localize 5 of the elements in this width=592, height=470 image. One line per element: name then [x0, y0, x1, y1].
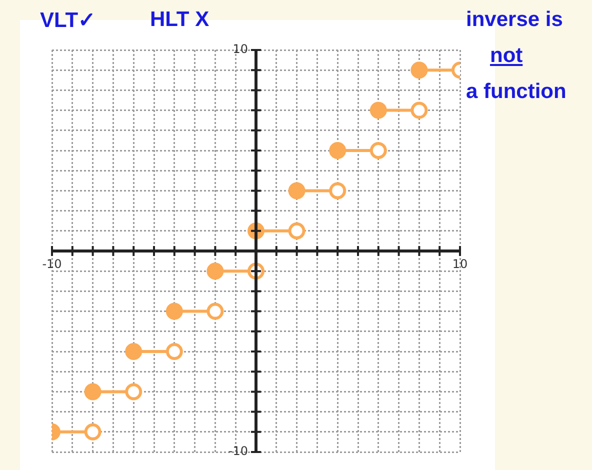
text: HLT X	[150, 8, 210, 32]
text: not	[490, 44, 523, 68]
text: VLT✓	[40, 8, 96, 33]
text: inverse is	[466, 8, 563, 32]
text: a function	[466, 80, 566, 104]
